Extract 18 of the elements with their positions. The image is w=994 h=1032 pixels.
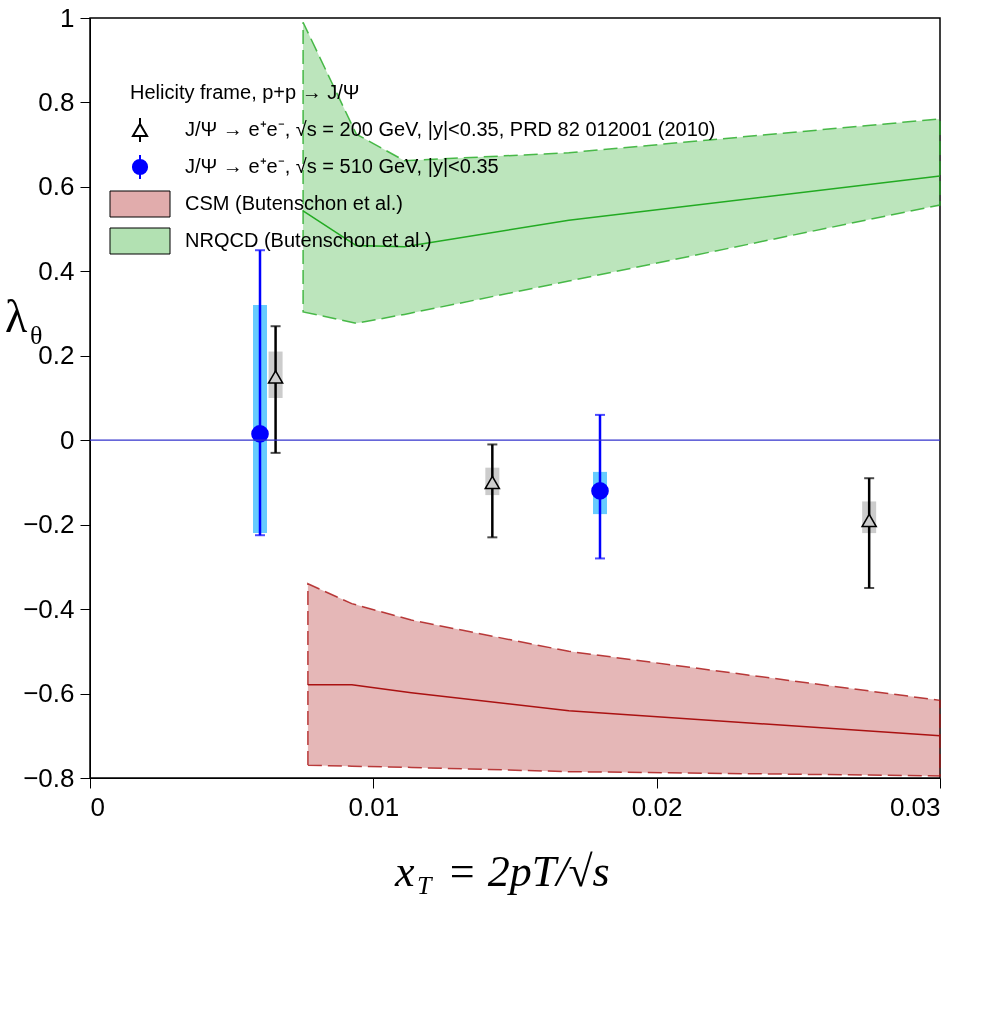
x-tick-label: 0.03 (889, 791, 941, 822)
y-tick-label: 0.4 (38, 255, 75, 286)
line-series (307, 683, 941, 737)
x-tick-label: 0 (90, 791, 105, 822)
legend-label: CSM (Butenschon et al.) (185, 192, 403, 214)
y-tick-label: 0.8 (38, 86, 75, 117)
legend-title: Helicity frame, p+p → J/Ψ (130, 81, 360, 103)
x-tick-label: 0.01 (348, 791, 400, 822)
y-tick-label: −0.8 (23, 762, 75, 793)
y-tick-label: −0.2 (23, 509, 75, 540)
legend-label: J/Ψ → e⁺e⁻, √s = 510 GeV, |y|<0.35 (185, 155, 499, 177)
y-tick-label: 0 (60, 424, 75, 455)
x-tick-label: 0.02 (631, 791, 683, 822)
y-tick-label: −0.6 (23, 678, 75, 709)
y-tick-label: −0.4 (23, 593, 75, 624)
legend-label: J/Ψ → e⁺e⁻, √s = 200 GeV, |y|<0.35, PRD 82 012001 (2010) (185, 118, 716, 140)
y-tick-label: 0.6 (38, 171, 75, 202)
y-tick-label: 1 (60, 2, 75, 33)
